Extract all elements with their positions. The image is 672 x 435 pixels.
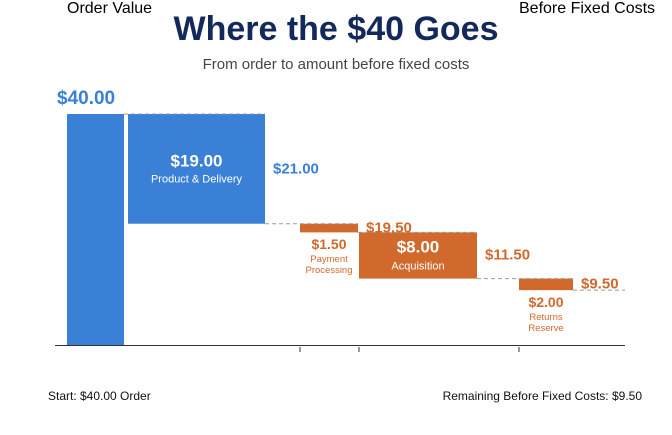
value-label: $19.00 [170,151,223,171]
bar-label-group: $8.00 Acquisition [359,238,477,273]
bar-name: Product & Delivery [150,173,243,186]
bar [128,114,265,224]
bar [300,223,358,233]
bar [519,278,573,291]
value-label: $2.00 [528,294,564,311]
chart-title: Where the $40 Goes [173,10,499,48]
value-label: $1.50 [311,236,347,253]
bar [359,232,477,279]
bar-label-group: $2.00 Returns Reserve [519,294,573,335]
x-tick-label: Before Fixed Costs [519,0,656,17]
bar-label-group: $1.50 Payment Processing [300,236,358,277]
bar-name: Acquisition [391,260,445,273]
value-label: $40.00 [57,88,116,109]
remaining-label: $9.50 [581,275,619,293]
bar [67,114,124,345]
chart-subtitle: From order to amount before fixed costs [202,56,470,73]
bar-name: Payment Processing [305,254,353,277]
bar-name: Returns Reserve [528,312,564,335]
remaining-label: $11.50 [485,246,531,264]
bar-label-group: $19.00 Product & Delivery [128,151,265,186]
value-label: $8.00 [396,237,440,257]
footer-note: Remaining Before Fixed Costs: $9.50 [442,389,642,403]
footer-note: Start: $40.00 Order [48,389,151,403]
x-tick-label: Order Value [67,0,153,17]
remaining-label: $21.00 [273,160,319,178]
remaining-label: $19.50 [366,219,412,237]
